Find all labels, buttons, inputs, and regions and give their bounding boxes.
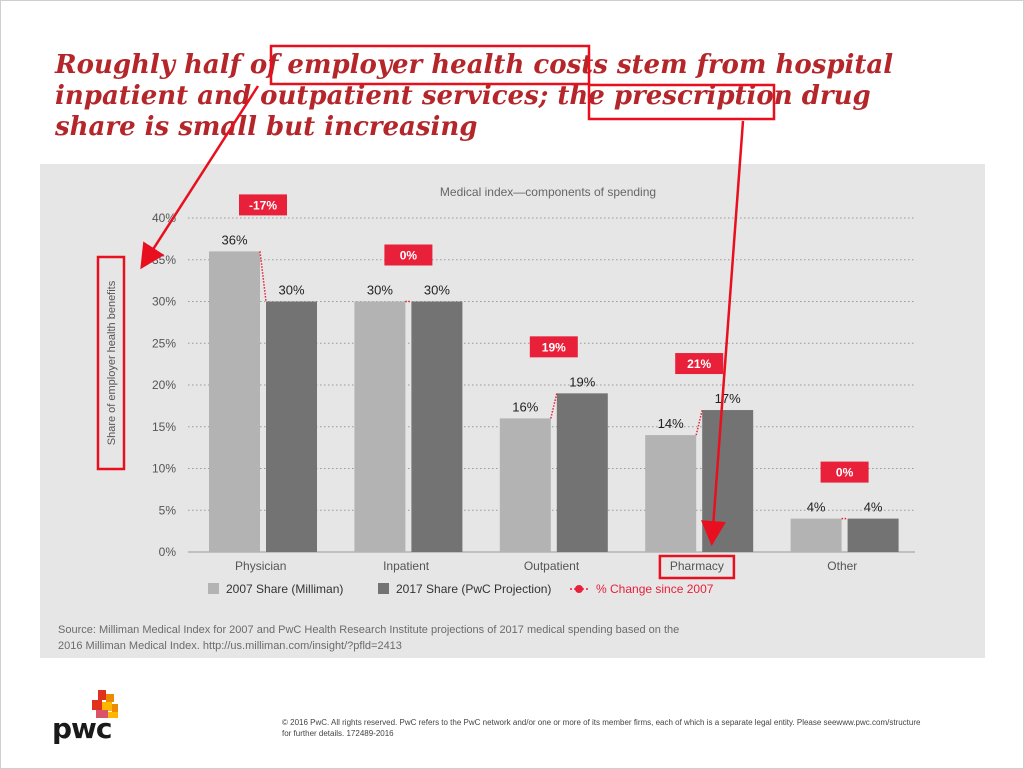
data-label-2007: 16% <box>512 399 538 414</box>
pwc-logo-mark <box>92 690 118 718</box>
x-tick-label: Other <box>827 559 857 573</box>
highlight-box-employer-costs <box>269 44 591 86</box>
ylabel-highlight-box <box>96 255 126 471</box>
legend-label-change: % Change since 2007 <box>596 582 714 596</box>
y-tick-label: 10% <box>152 462 176 476</box>
bar-2017 <box>266 301 317 552</box>
y-tick-label: 15% <box>152 420 176 434</box>
pwc-logo <box>52 690 132 750</box>
x-tick-label: Inpatient <box>383 559 430 573</box>
change-badge <box>529 336 578 358</box>
data-label-2007: 14% <box>658 416 684 431</box>
chart-title: Medical index—components of spending <box>440 185 656 199</box>
change-badge-label: 21% <box>687 357 711 371</box>
change-badge-label: -17% <box>249 198 277 212</box>
footer-line-2: for further details. 172489-2016 <box>282 729 394 738</box>
source-line-1: Source: Milliman Medical Index for 2007 … <box>58 624 680 636</box>
x-tick-label: Outpatient <box>524 559 580 573</box>
bar-2007 <box>645 435 697 552</box>
change-connector <box>550 393 558 419</box>
change-badge <box>239 194 287 216</box>
pwc-logo-text: pwc <box>52 712 113 745</box>
bar-2017 <box>411 301 463 552</box>
bar-2007 <box>354 301 406 552</box>
change-connector <box>695 409 703 436</box>
highlight-box-prescription <box>587 83 776 121</box>
annotation-arrow-to-pharmacy <box>701 120 745 546</box>
chart-panel <box>40 164 985 658</box>
bar-2007 <box>790 518 842 552</box>
data-label-2017: 4% <box>864 500 883 515</box>
change-badge <box>675 353 724 375</box>
pharmacy-highlight-box <box>658 554 736 580</box>
change-badge <box>384 244 433 266</box>
change-badge-label: 0% <box>836 466 854 480</box>
change-badge <box>820 461 869 483</box>
y-tick-label: 25% <box>152 336 176 350</box>
data-label-2007: 4% <box>807 500 826 515</box>
data-label-2017: 30% <box>278 283 304 298</box>
headline-line-1: Roughly half of employer health costs st… <box>55 50 894 80</box>
headline-line-3: share is small but increasing <box>55 112 478 142</box>
headline: Roughly half of employer health costs st… <box>55 50 935 143</box>
y-tick-label: 5% <box>159 503 177 517</box>
data-label-2007: 30% <box>367 283 393 298</box>
legend-label-2007: 2007 Share (Milliman) <box>226 582 343 596</box>
footer-copyright: © 2016 PwC. All rights reserved. PwC ref… <box>282 717 982 739</box>
legend-marker-change <box>575 585 583 593</box>
data-label-2017: 30% <box>424 283 450 298</box>
bar-2017 <box>556 393 608 552</box>
bar-2017 <box>702 410 754 552</box>
change-badge-label: 19% <box>542 340 566 354</box>
legend-label-2017: 2017 Share (PwC Projection) <box>396 582 551 596</box>
change-connector <box>259 251 267 302</box>
y-axis-label: Share of employer health benefits <box>106 280 118 445</box>
data-label-2017: 19% <box>569 374 595 389</box>
footer-line-1: © 2016 PwC. All rights reserved. PwC ref… <box>282 718 921 727</box>
x-tick-label: Pharmacy <box>670 559 724 573</box>
annotation-arrow-to-ylabel <box>140 85 260 270</box>
source-note: Source: Milliman Medical Index for 2007 … <box>58 622 758 654</box>
legend-swatch-2007 <box>208 583 219 594</box>
data-label-2017: 17% <box>715 391 741 406</box>
bar-2017 <box>847 518 899 552</box>
change-badge-label: 0% <box>400 249 418 263</box>
y-tick-label: 0% <box>159 545 177 559</box>
y-tick-label: 35% <box>152 253 176 267</box>
bar-2007 <box>209 251 260 552</box>
x-tick-label: Physician <box>235 559 286 573</box>
bar-2007 <box>499 418 551 552</box>
source-line-2: 2016 Milliman Medical Index. http://us.m… <box>58 640 402 652</box>
y-tick-label: 20% <box>152 378 176 392</box>
y-tick-label: 30% <box>152 295 176 309</box>
legend-swatch-2017 <box>378 583 389 594</box>
data-label-2007: 36% <box>221 232 247 247</box>
